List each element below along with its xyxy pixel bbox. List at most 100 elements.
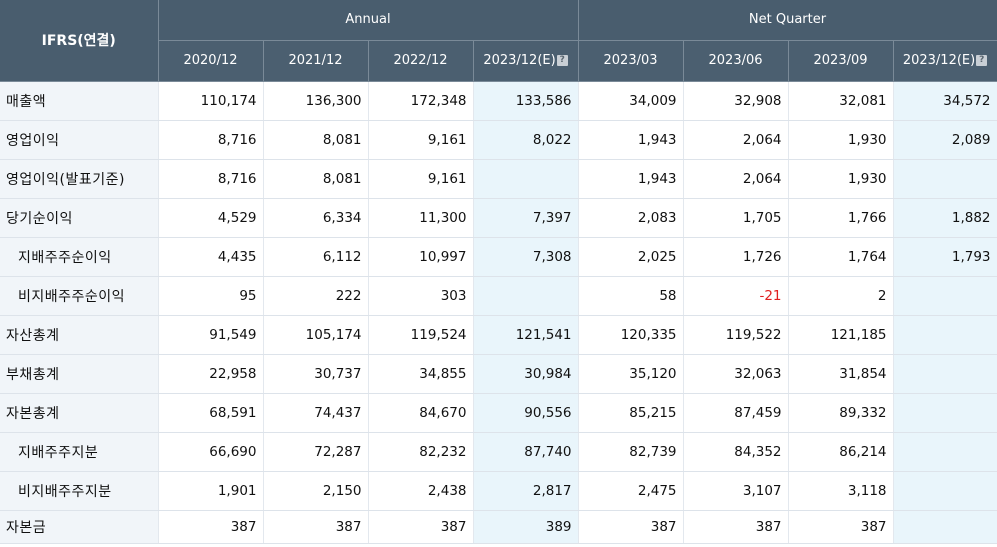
- cell-value: 8,022: [473, 120, 579, 160]
- cell-value: 2,064: [683, 159, 789, 199]
- row-label: 지배주주지분: [0, 432, 159, 472]
- cell-value: 387: [578, 510, 684, 544]
- annual-header[interactable]: Annual: [158, 0, 579, 41]
- cell-value: 11,300: [368, 198, 474, 238]
- cell-value: 1,764: [788, 237, 894, 277]
- cell-value: 31,854: [788, 354, 894, 394]
- period-header: 2023/09: [788, 40, 894, 82]
- cell-value-negative: -21: [683, 276, 789, 316]
- cell-value: 58: [578, 276, 684, 316]
- period-header: 2022/12: [368, 40, 474, 82]
- table-row: 당기순이익 4,529 6,334 11,300 7,397 2,083 1,7…: [0, 198, 997, 238]
- ifrs-header: IFRS(연결): [0, 0, 159, 82]
- cell-value: 87,459: [683, 393, 789, 433]
- cell-value: 1,705: [683, 198, 789, 238]
- cell-value: 34,009: [578, 81, 684, 121]
- cell-value: 133,586: [473, 81, 579, 121]
- cell-value: 66,690: [158, 432, 264, 472]
- cell-value: 84,352: [683, 432, 789, 472]
- cell-value: 9,161: [368, 120, 474, 160]
- net-quarter-header[interactable]: Net Quarter: [578, 0, 997, 41]
- cell-value: 2,089: [893, 120, 997, 160]
- row-label: 당기순이익: [0, 198, 159, 238]
- period-header: 2023/03: [578, 40, 684, 82]
- cell-value: 91,549: [158, 315, 264, 355]
- cell-value: 389: [473, 510, 579, 544]
- cell-value: 68,591: [158, 393, 264, 433]
- info-icon[interactable]: ?: [556, 55, 568, 66]
- cell-value: 85,215: [578, 393, 684, 433]
- period-header: 2020/12: [158, 40, 264, 82]
- cell-value: 387: [263, 510, 369, 544]
- table-row: 자본금 387 387 387 389 387 387 387: [0, 510, 997, 544]
- cell-value: 1,726: [683, 237, 789, 277]
- cell-value: 30,737: [263, 354, 369, 394]
- cell-value: 30,984: [473, 354, 579, 394]
- cell-value: [893, 432, 997, 472]
- cell-value: [893, 354, 997, 394]
- row-label: 부채총계: [0, 354, 159, 394]
- cell-value: 119,522: [683, 315, 789, 355]
- cell-value: 84,670: [368, 393, 474, 433]
- cell-value: 387: [788, 510, 894, 544]
- cell-value: 8,081: [263, 159, 369, 199]
- cell-value: 86,214: [788, 432, 894, 472]
- cell-value: 136,300: [263, 81, 369, 121]
- cell-value: 2,150: [263, 471, 369, 511]
- cell-value: [893, 276, 997, 316]
- row-label: 비지배주주순이익: [0, 276, 159, 316]
- period-header: 2023/06: [683, 40, 789, 82]
- cell-value: 2,083: [578, 198, 684, 238]
- row-label: 영업이익: [0, 120, 159, 160]
- cell-value: 1,930: [788, 120, 894, 160]
- cell-value: 1,793: [893, 237, 997, 277]
- cell-value: 8,716: [158, 159, 264, 199]
- cell-value: 22,958: [158, 354, 264, 394]
- cell-value: 2,025: [578, 237, 684, 277]
- period-header-estimate: 2023/12(E)?: [473, 40, 579, 82]
- cell-value: 2,817: [473, 471, 579, 511]
- cell-value: [893, 393, 997, 433]
- table-row: 부채총계 22,958 30,737 34,855 30,984 35,120 …: [0, 354, 997, 394]
- cell-value: 387: [368, 510, 474, 544]
- table-row: 자산총계 91,549 105,174 119,524 121,541 120,…: [0, 315, 997, 355]
- cell-value: 120,335: [578, 315, 684, 355]
- period-header-estimate: 2023/12(E)?: [893, 40, 997, 82]
- row-label: 자본총계: [0, 393, 159, 433]
- table-row: 비지배주주지분 1,901 2,150 2,438 2,817 2,475 3,…: [0, 471, 997, 511]
- row-label: 매출액: [0, 81, 159, 121]
- cell-value: [893, 471, 997, 511]
- cell-value: 4,435: [158, 237, 264, 277]
- cell-value: 3,107: [683, 471, 789, 511]
- cell-value: 8,716: [158, 120, 264, 160]
- row-label: 지배주주순이익: [0, 237, 159, 277]
- table-row: 자본총계 68,591 74,437 84,670 90,556 85,215 …: [0, 393, 997, 433]
- cell-value: 3,118: [788, 471, 894, 511]
- cell-value: 95: [158, 276, 264, 316]
- cell-value: 121,541: [473, 315, 579, 355]
- cell-value: [893, 159, 997, 199]
- cell-value: 87,740: [473, 432, 579, 472]
- cell-value: 110,174: [158, 81, 264, 121]
- cell-value: 82,232: [368, 432, 474, 472]
- cell-value: 82,739: [578, 432, 684, 472]
- cell-value: 1,901: [158, 471, 264, 511]
- info-icon[interactable]: ?: [976, 55, 988, 66]
- cell-value: 90,556: [473, 393, 579, 433]
- cell-value: 74,437: [263, 393, 369, 433]
- row-label: 자산총계: [0, 315, 159, 355]
- cell-value: 2,475: [578, 471, 684, 511]
- cell-value: 172,348: [368, 81, 474, 121]
- row-label: 자본금: [0, 510, 159, 544]
- cell-value: 1,882: [893, 198, 997, 238]
- row-label: 영업이익(발표기준): [0, 159, 159, 199]
- cell-value: 222: [263, 276, 369, 316]
- cell-value: [893, 315, 997, 355]
- cell-value: 7,397: [473, 198, 579, 238]
- cell-value: 32,908: [683, 81, 789, 121]
- cell-value: [473, 159, 579, 199]
- table-row: 매출액 110,174 136,300 172,348 133,586 34,0…: [0, 81, 997, 121]
- period-header: 2021/12: [263, 40, 369, 82]
- cell-value: 2,438: [368, 471, 474, 511]
- row-label: 비지배주주지분: [0, 471, 159, 511]
